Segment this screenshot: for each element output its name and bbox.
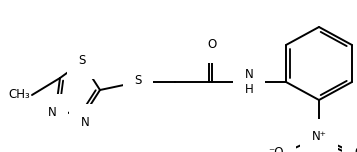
Text: O: O [354, 145, 357, 152]
Text: N⁺: N⁺ [312, 131, 326, 143]
Text: O: O [207, 38, 217, 52]
Text: ⁻O: ⁻O [268, 145, 284, 152]
Text: N: N [47, 105, 56, 119]
Text: N
H: N H [245, 68, 253, 96]
Text: S: S [134, 74, 142, 88]
Text: ⁺O: ⁺O [268, 145, 284, 152]
Text: N: N [81, 116, 89, 128]
Text: CH₃: CH₃ [8, 88, 30, 102]
Text: S: S [78, 55, 86, 67]
